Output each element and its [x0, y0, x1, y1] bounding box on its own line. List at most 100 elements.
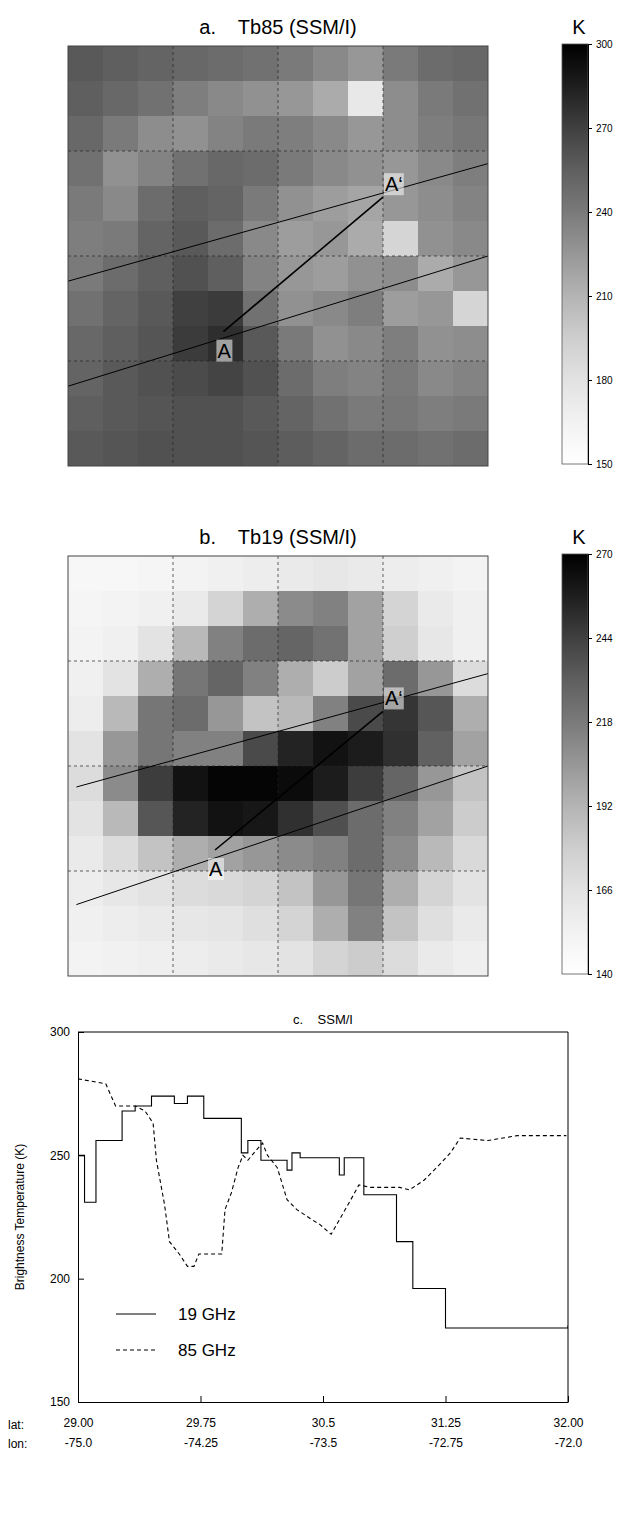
tick-label: 210: [596, 291, 613, 302]
swath-edge: [76, 766, 488, 905]
cell: [348, 871, 384, 907]
series-line: [78, 1096, 568, 1328]
tick-label: 270: [596, 549, 613, 560]
tick-label: 218: [596, 717, 613, 728]
cell: [313, 766, 349, 802]
cell: [278, 556, 314, 592]
tick-label: 244: [596, 633, 613, 644]
cell: [208, 46, 244, 82]
cell: [348, 291, 384, 327]
tick: -73.5: [310, 1432, 338, 1450]
tick-label: 140: [596, 969, 613, 980]
cell: [278, 431, 314, 466]
x2-axis: -75.0-74.25-73.5-72.75-72.0: [65, 1432, 583, 1450]
tick-label: -73.5: [310, 1436, 338, 1450]
cell: [313, 396, 349, 432]
tick: 218: [588, 717, 613, 728]
tick-label: -74.25: [184, 1436, 218, 1450]
frame-right: [568, 1032, 569, 1402]
cell: [138, 801, 174, 837]
cell: [383, 556, 419, 592]
cell: [313, 361, 349, 397]
tick-mark: [588, 554, 592, 555]
cell: [383, 941, 419, 976]
legend-swatch: [116, 1313, 156, 1314]
cell: [348, 626, 384, 662]
cell: [313, 556, 349, 592]
x-axis: 29.0029.7530.531.2532.00: [63, 1396, 583, 1430]
frame: [68, 556, 488, 976]
grid-line: [68, 256, 488, 257]
cell: [208, 731, 244, 767]
cell: [173, 696, 209, 732]
cell: [383, 221, 419, 257]
cell: [208, 116, 244, 152]
tick-mark: [78, 1279, 84, 1280]
cell: [418, 326, 454, 362]
cell: [278, 221, 314, 257]
cell: [103, 116, 139, 152]
plot-area: [78, 1079, 568, 1328]
cell: [103, 871, 139, 907]
cell: [348, 941, 384, 976]
cell: [103, 396, 139, 432]
cell: [173, 256, 209, 292]
cell: [138, 766, 174, 802]
cell: [348, 186, 384, 222]
cell: [348, 256, 384, 292]
cell: [208, 696, 244, 732]
tick-label: -72.75: [429, 1436, 463, 1450]
cell: [348, 766, 384, 802]
tick-mark: [588, 296, 592, 297]
cell: [103, 221, 139, 257]
cell: [68, 186, 104, 222]
tick: -74.25: [184, 1432, 218, 1450]
tick: 210: [588, 291, 613, 302]
cell: [383, 361, 419, 397]
y-axis-title: Brightness Temperature (K): [13, 1144, 27, 1291]
cell: [138, 326, 174, 362]
cell: [208, 431, 244, 466]
axis-line: [589, 555, 593, 975]
cell: [173, 626, 209, 662]
cell: [418, 626, 454, 662]
tick-label: 150: [596, 459, 613, 470]
cell: [103, 591, 139, 627]
legend: 19 GHz85 GHz: [116, 1305, 236, 1360]
cell: [418, 221, 454, 257]
cell: [138, 186, 174, 222]
cell: [453, 556, 488, 592]
cell: [418, 116, 454, 152]
cell: [313, 256, 349, 292]
cell: [138, 46, 174, 82]
panel: b. Tb19 (SSM/I)AA‘140166192218244270K: [68, 526, 613, 980]
cell: [208, 661, 244, 697]
cell: [418, 591, 454, 627]
cell: [313, 836, 349, 872]
axis-line: [79, 1432, 569, 1433]
cell: [243, 186, 279, 222]
tick-label: 300: [596, 39, 613, 50]
cell: [313, 661, 349, 697]
cell: [138, 291, 174, 327]
cell: [383, 731, 419, 767]
cell: [138, 591, 174, 627]
cell: [278, 186, 314, 222]
cell: [453, 46, 488, 82]
legend-label: 85 GHz: [178, 1341, 236, 1360]
cell: [453, 396, 488, 432]
cell: [383, 871, 419, 907]
x2-axis-title: lon:: [8, 1437, 27, 1451]
cell: [243, 871, 279, 907]
tick-label: 29.75: [186, 1416, 216, 1430]
cell: [68, 396, 104, 432]
cell: [103, 256, 139, 292]
cell: [103, 556, 139, 592]
swath-edge: [68, 164, 488, 282]
cell: [208, 291, 244, 327]
cell: [138, 151, 174, 187]
cell: [278, 661, 314, 697]
cell: [313, 941, 349, 976]
cell: [348, 836, 384, 872]
cell: [68, 941, 104, 976]
